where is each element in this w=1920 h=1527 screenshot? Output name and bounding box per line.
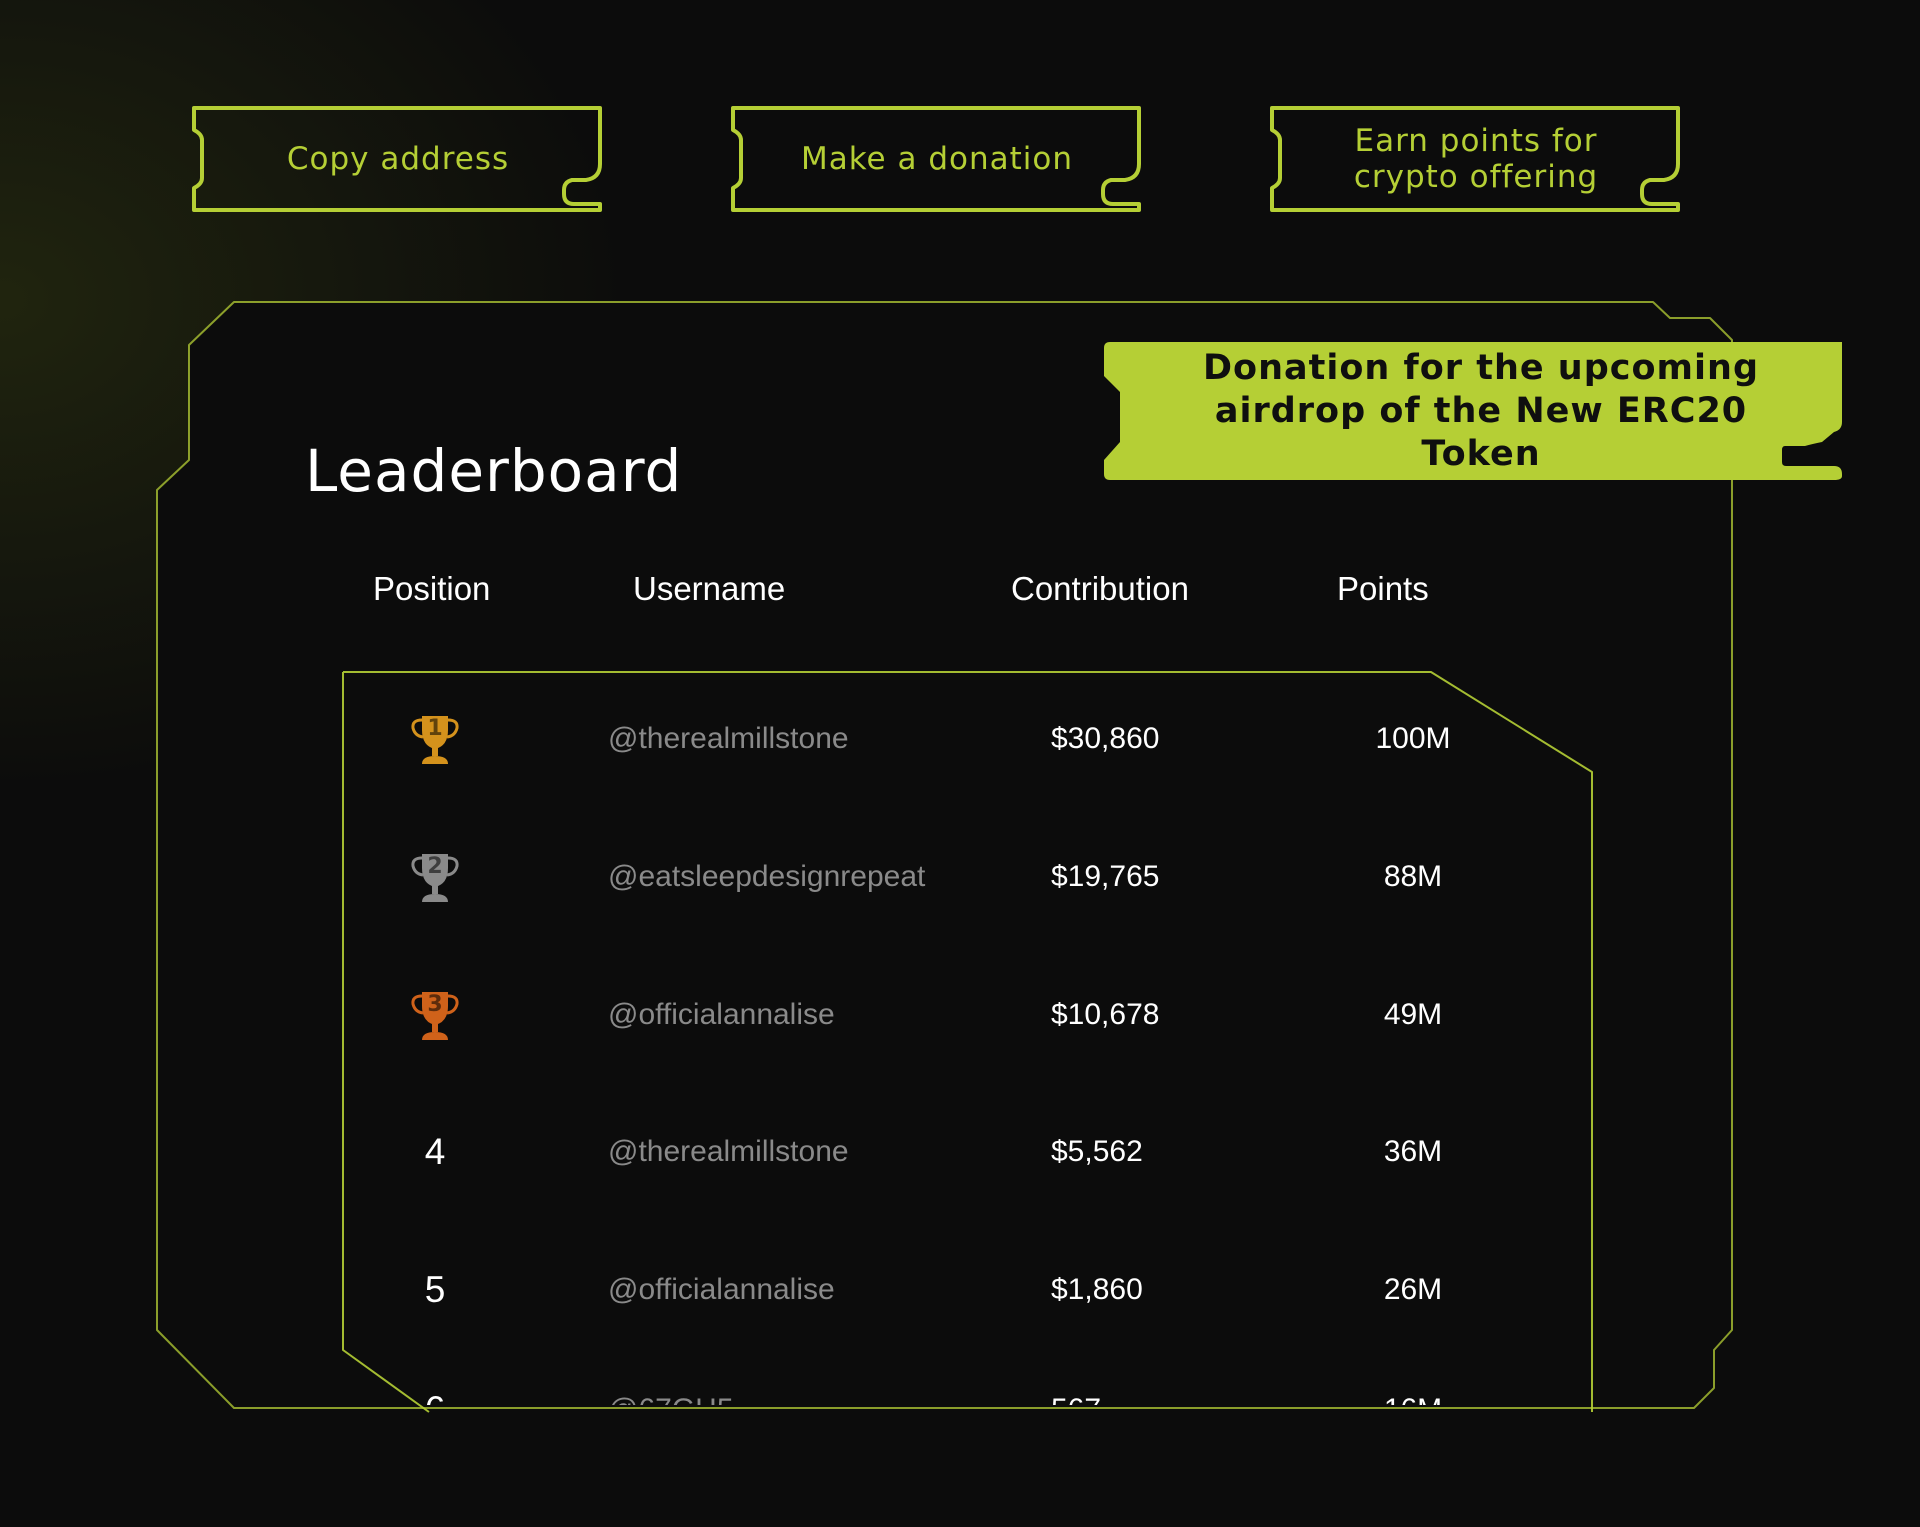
username-cell[interactable]: @eatsleepdesignrepeat: [608, 860, 926, 893]
username-cell[interactable]: @67GH5: [608, 1360, 734, 1405]
points-cell: 88M: [1383, 860, 1443, 893]
copy-address-button[interactable]: Copy address: [188, 104, 608, 214]
banner-shape: [1104, 342, 1842, 480]
trophy-icon: 2: [410, 850, 460, 904]
contribution-cell: $5,562: [1051, 1135, 1143, 1168]
points-cell: 100M: [1375, 722, 1451, 755]
donation-banner: Donation for the upcoming airdrop of the…: [1100, 342, 1842, 480]
table-row[interactable]: 4 @therealmillstone $5,562 36M: [343, 1102, 1593, 1202]
column-header-points: Points: [1337, 570, 1429, 607]
table-row[interactable]: 6 @67GH5 567 16M: [343, 1360, 1593, 1405]
button-frame: [731, 106, 1141, 212]
banner-text: Donation for the upcoming airdrop of the…: [1203, 347, 1759, 474]
position-cell: 6: [395, 1360, 475, 1405]
contribution-cell: $19,765: [1051, 860, 1160, 893]
points-cell: 49M: [1383, 998, 1443, 1031]
rank-number: 3: [427, 992, 443, 1017]
make-donation-label: Make a donation: [800, 141, 1074, 177]
username-cell[interactable]: @officialannalise: [608, 998, 835, 1031]
rank-number: 2: [427, 854, 443, 879]
points-cell: 26M: [1383, 1273, 1443, 1306]
column-header-position: Position: [373, 570, 491, 607]
trophy-bronze-icon: [411, 992, 459, 1040]
contribution-cell: $10,678: [1051, 998, 1160, 1031]
rank-number: 1: [427, 716, 443, 741]
button-frame: [1270, 106, 1680, 212]
points-cell: 36M: [1383, 1135, 1443, 1168]
trophy-silver-icon: [411, 854, 459, 902]
contribution-cell: $30,860: [1051, 722, 1160, 755]
position-cell: 2: [395, 827, 475, 927]
username-cell[interactable]: @therealmillstone: [608, 722, 849, 755]
page-title: Leaderboard: [305, 437, 683, 505]
leaderboard-table: 1 @therealmillstone $30,860 100M 2 @eats…: [343, 670, 1593, 1405]
table-row[interactable]: 5 @officialannalise $1,860 26M: [343, 1240, 1593, 1340]
contribution-cell: $1,860: [1051, 1273, 1143, 1306]
trophy-icon: 3: [410, 988, 460, 1042]
position-cell: 3: [395, 965, 475, 1065]
table-row[interactable]: 1 @therealmillstone $30,860 100M: [343, 689, 1593, 789]
trophy-gold-icon: [411, 716, 459, 764]
position-cell: 4: [424, 1131, 446, 1172]
table-row[interactable]: 3 @officialannalise $10,678 49M: [343, 965, 1593, 1065]
earn-points-label: Earn points for crypto offering: [1353, 123, 1599, 195]
username-cell[interactable]: @officialannalise: [608, 1273, 835, 1306]
earn-points-button[interactable]: Earn points for crypto offering: [1266, 104, 1686, 214]
make-donation-button[interactable]: Make a donation: [727, 104, 1147, 214]
trophy-icon: 1: [410, 712, 460, 766]
points-cell: 16M: [1373, 1360, 1453, 1405]
copy-address-label: Copy address: [286, 141, 510, 177]
contribution-cell: 567: [1051, 1360, 1101, 1405]
column-header-contribution: Contribution: [1011, 570, 1189, 607]
button-frame: [192, 106, 602, 212]
table-row[interactable]: 2 @eatsleepdesignrepeat $19,765 88M: [343, 827, 1593, 927]
column-header-username: Username: [633, 570, 786, 607]
position-cell: 5: [424, 1269, 446, 1310]
username-cell[interactable]: @therealmillstone: [608, 1135, 849, 1168]
position-cell: 1: [395, 689, 475, 789]
